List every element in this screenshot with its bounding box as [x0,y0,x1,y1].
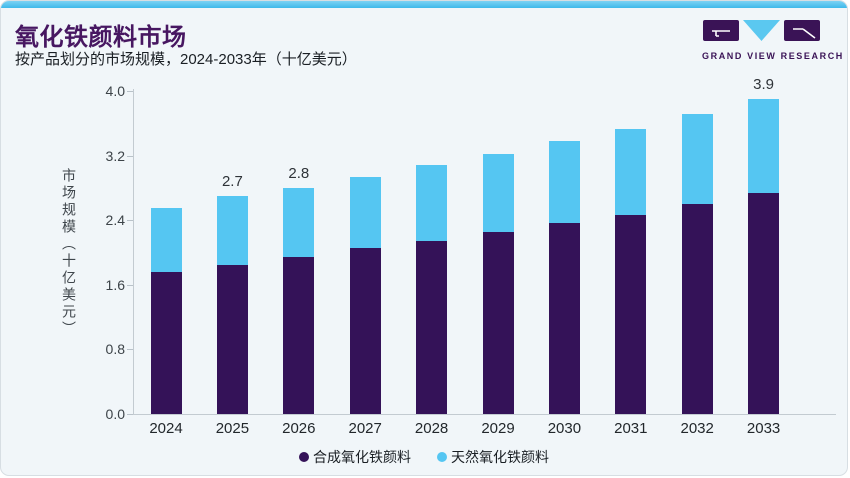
legend-item: 天然氧化铁颜料 [437,447,549,467]
y-tick-mark [127,220,133,222]
y-axis-label: 市场规模（十亿美元） [61,167,77,338]
legend-dot-icon [299,452,309,462]
bar-segment-synthetic [216,264,248,414]
top-accent-bar [1,1,847,8]
y-tick-label: 2.4 [105,212,125,229]
y-tick-mark [127,284,133,286]
bar-total-label: 2.8 [288,164,310,182]
page-title: 氧化铁颜料市场 [15,24,187,51]
bar-segment-synthetic [150,271,182,414]
bar-segment-synthetic [283,256,315,414]
y-tick-mark [127,91,133,92]
x-tick-label: 2029 [481,420,515,437]
x-tick-label: 2030 [547,420,582,437]
bar-segment-synthetic [349,248,381,414]
bar-segment-natural [416,165,448,242]
chart-legend: 合成氧化铁颜料 天然氧化铁颜料 [1,447,847,467]
legend-label: 合成氧化铁颜料 [313,449,411,465]
bar-segment-natural [615,128,647,215]
bar-segment-synthetic [482,232,514,414]
y-tick-mark [127,349,133,351]
bar-segment-synthetic [748,192,780,414]
bar-segment-natural [548,141,580,224]
bar-segment-natural [681,114,713,205]
bar-segment-natural [349,177,381,249]
y-tick-label: 3.2 [105,147,125,164]
legend-label: 天然氧化铁颜料 [451,449,549,465]
bar-segment-synthetic [615,214,647,414]
bar-total-label: 3.9 [753,76,775,94]
x-tick-label: 2025 [215,420,250,437]
y-tick-label: 1.6 [105,276,125,293]
y-tick-label: 4.0 [105,83,125,99]
x-axis-line [133,414,836,415]
bar-segment-natural [216,195,248,265]
y-axis-line [133,89,134,415]
y-tick-label: 0.0 [105,406,125,422]
bar-segment-natural [150,208,182,272]
grand-view-research-logo: GRAND VIEW RESEARCH [702,19,844,61]
bar-segment-synthetic [548,223,580,414]
y-tick-mark [127,155,133,157]
bar-total-label: 2.7 [221,172,243,190]
bar-segment-synthetic [416,241,448,414]
legend-dot-icon [437,452,447,462]
y-tick-label: 0.8 [105,341,125,358]
y-tick-mark [127,414,133,415]
x-tick-label: 2031 [614,420,648,437]
legend-item: 合成氧化铁颜料 [299,447,411,467]
x-tick-label: 2026 [282,420,316,437]
x-tick-label: 2033 [746,420,781,437]
x-tick-label: 2027 [348,420,382,437]
x-tick-label: 2024 [149,420,183,437]
x-tick-label: 2032 [680,420,714,437]
bar-segment-natural [748,99,780,193]
logo-text: GRAND VIEW RESEARCH [702,51,844,61]
bar-segment-natural [283,187,315,257]
gvr-logo-icon [703,20,820,41]
chart-subtitle: 按产品划分的市场规模，2024-2033年（十亿美元） [15,51,357,68]
x-tick-label: 2028 [414,420,449,437]
bar-segment-natural [482,153,514,233]
bar-segment-synthetic [681,204,713,414]
